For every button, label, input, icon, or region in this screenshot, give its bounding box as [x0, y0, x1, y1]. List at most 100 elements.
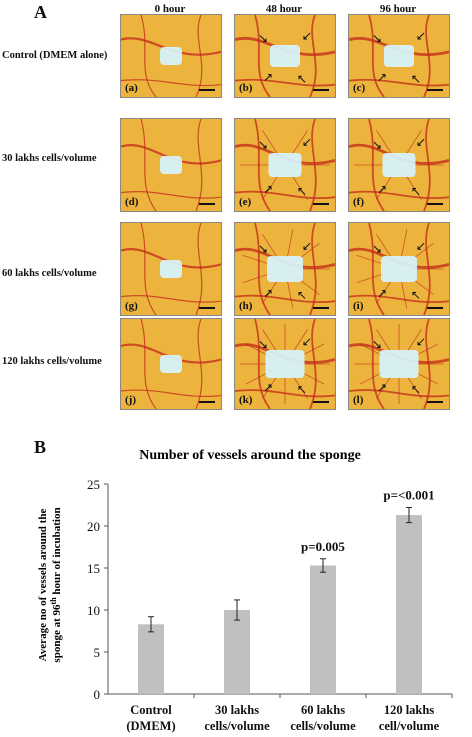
scale-bar — [313, 89, 329, 91]
sponge — [382, 153, 416, 177]
scale-bar — [199, 401, 215, 403]
blood-vessel — [235, 190, 335, 200]
sponge — [265, 350, 305, 378]
scale-bar — [427, 307, 443, 309]
radiating-vessel — [356, 254, 386, 266]
y-tick-label: 5 — [94, 645, 101, 660]
blood-vessel — [195, 15, 203, 97]
sponge — [381, 256, 417, 282]
blood-vessel — [121, 191, 221, 199]
column-header-48h: 48 hour — [265, 3, 303, 15]
cam-photo: (k) — [234, 318, 336, 410]
cam-photo: (e) — [234, 118, 336, 212]
bar — [396, 515, 422, 694]
radiating-vessel — [291, 329, 308, 354]
radiating-vessel — [242, 254, 272, 266]
cam-photo: (b) — [234, 14, 336, 98]
y-axis-label-line2-part1: sponge at 96 — [51, 604, 63, 663]
row-label-control: Control (DMEM alone) — [2, 50, 108, 61]
arrow-marker — [303, 138, 311, 146]
column-header-96h: 96 hour — [379, 3, 417, 15]
cam-photo-image — [121, 319, 221, 409]
x-category-label: 120 lakhs — [384, 703, 435, 717]
arrow-marker — [298, 187, 306, 195]
blood-vessel — [368, 119, 385, 211]
cam-photo-image — [349, 119, 449, 211]
blood-vessel — [309, 223, 317, 315]
arrow-marker — [264, 74, 272, 81]
plot-area: 0 5 10 15 20 25 Control (DMEM) 30 lakhs cells/vol… — [87, 477, 453, 733]
scale-bar — [313, 401, 329, 403]
radiating-vessel — [242, 272, 272, 284]
x-category-label: (DMEM) — [126, 719, 175, 733]
cam-photo: (c) — [348, 14, 450, 98]
scale-bar — [427, 203, 443, 205]
column-header-0h: 0 hour — [154, 3, 186, 15]
arrow-marker — [412, 187, 420, 195]
y-axis-label-line2-part2: hour of incubation — [51, 507, 63, 597]
y-tick-label: 20 — [87, 519, 100, 534]
blood-vessel — [121, 343, 221, 364]
arrow-marker — [412, 75, 420, 83]
arrow-marker — [264, 290, 272, 297]
scale-bar — [199, 89, 215, 91]
radiating-vessel — [376, 329, 393, 354]
cam-photo-image — [121, 223, 221, 315]
y-axis-label-line2: sponge at 96th hour of incubation — [49, 507, 63, 662]
arrow-marker — [378, 74, 386, 81]
sponge — [267, 256, 303, 282]
photo-tag: (b) — [239, 82, 253, 94]
arrow-marker — [303, 338, 311, 346]
blood-vessel — [121, 79, 221, 87]
y-tick-label: 15 — [87, 561, 100, 576]
photo-tag: (c) — [353, 82, 366, 94]
photo-tag: (k) — [239, 394, 253, 406]
arrow-marker — [264, 186, 272, 193]
radiating-vessel — [262, 374, 279, 399]
sponge — [379, 350, 419, 378]
cam-photo-image — [349, 223, 449, 315]
cam-photo: (i) — [348, 222, 450, 316]
cam-photo-image — [121, 15, 221, 97]
scale-bar — [427, 89, 443, 91]
blood-vessel — [195, 223, 203, 315]
row-label-60-lakhs: 60 lakhs cells/volume — [2, 268, 97, 279]
radiating-vessel — [405, 175, 422, 200]
blood-vessel — [368, 319, 385, 409]
arrow-marker — [303, 242, 311, 250]
radiating-vessel — [291, 130, 308, 155]
radiating-vessel — [376, 374, 393, 399]
cam-photo: (l) — [348, 318, 450, 410]
arrow-marker — [412, 386, 420, 394]
x-category-label: cell/volume — [379, 719, 440, 733]
cam-photo: (d) — [120, 118, 222, 212]
blood-vessel — [254, 15, 271, 97]
radiating-vessel — [291, 175, 308, 200]
sponge — [270, 45, 300, 67]
arrow-marker — [373, 245, 381, 253]
scale-bar — [427, 401, 443, 403]
radiating-vessel — [405, 130, 422, 155]
arrow-marker — [373, 35, 381, 42]
y-tick-label: 25 — [87, 477, 100, 492]
photo-tag: (g) — [125, 300, 138, 312]
cam-photo: (a) — [120, 14, 222, 98]
blood-vessel — [195, 319, 203, 409]
blood-vessel — [235, 294, 335, 304]
photo-tag: (e) — [239, 196, 252, 208]
x-category-label: cells/volume — [204, 719, 270, 733]
x-category-label: 60 lakhs — [301, 703, 345, 717]
photo-tag: (a) — [125, 82, 138, 94]
blood-vessel — [423, 119, 431, 211]
blood-vessel — [349, 294, 449, 304]
radiating-vessel — [287, 280, 294, 309]
cam-photo-image — [349, 15, 449, 97]
arrow-marker — [417, 338, 425, 346]
arrow-marker — [417, 32, 425, 40]
blood-vessel — [235, 78, 335, 87]
arrow-marker — [417, 242, 425, 250]
sponge — [160, 260, 182, 278]
arrow-marker — [298, 386, 306, 394]
blood-vessel — [368, 223, 385, 315]
chart-title: Number of vessels around the sponge — [139, 448, 361, 463]
